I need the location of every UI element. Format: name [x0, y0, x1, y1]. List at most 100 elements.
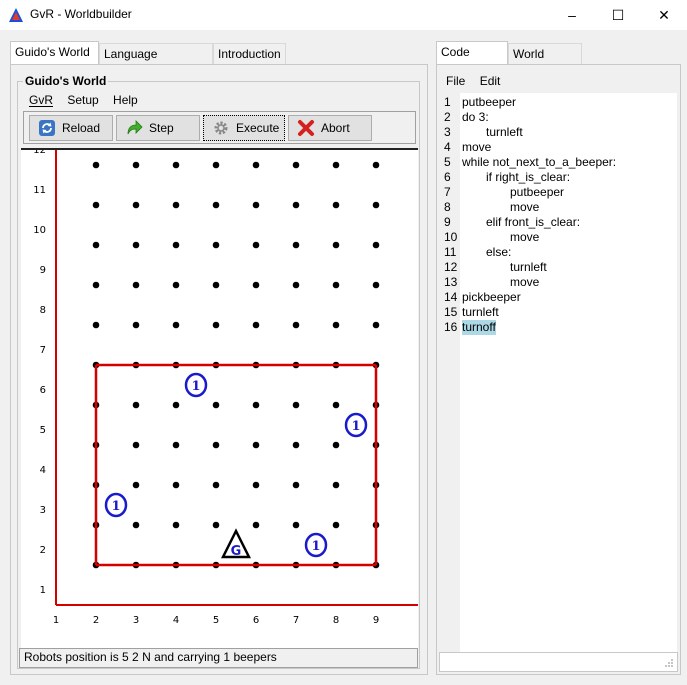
- grid-dot: [292, 201, 300, 209]
- minimize-button[interactable]: –: [568, 7, 576, 23]
- step-button[interactable]: Step: [116, 115, 200, 141]
- y-axis-label: 5: [40, 425, 46, 436]
- menu-file[interactable]: File: [446, 74, 466, 88]
- grid-dot: [132, 401, 140, 409]
- grid-dot: [332, 161, 340, 169]
- menu-gvr[interactable]: GvR: [29, 93, 53, 107]
- abort-x-icon: [298, 120, 314, 136]
- code-editor-area[interactable]: 1 putbeeper 2 do 3: 3 turnleft 4 move 5 while not…: [440, 93, 677, 652]
- y-axis-label: 7: [40, 345, 46, 356]
- tab-code-editor[interactable]: Code editor: [436, 41, 508, 80]
- grid-dot: [252, 481, 260, 489]
- x-axis-label: 7: [293, 615, 299, 626]
- grid-dot: [212, 201, 220, 209]
- x-axis-label: 3: [133, 615, 139, 626]
- code-text: move: [510, 275, 540, 289]
- grid-dot: [132, 201, 140, 209]
- abort-button[interactable]: Abort: [288, 115, 372, 141]
- grid-dot: [252, 401, 260, 409]
- code-line: 13 move: [440, 275, 677, 290]
- y-axis-label: 3: [40, 505, 46, 516]
- grid-dot: [252, 441, 260, 449]
- beeper-marker: [304, 532, 328, 558]
- grid-dot: [132, 281, 140, 289]
- robot-label: G: [231, 544, 242, 559]
- y-axis-label: 6: [40, 385, 46, 396]
- step-arrow-icon: [127, 120, 143, 135]
- grid-dot: [172, 521, 180, 529]
- line-number: 8: [444, 200, 451, 214]
- y-axis-label: 2: [40, 545, 46, 556]
- grid-dot: [252, 521, 260, 529]
- y-axis-label: 9: [40, 265, 46, 276]
- line-number: 15: [444, 305, 458, 319]
- grid-dot: [172, 321, 180, 329]
- line-number: 6: [444, 170, 451, 184]
- grid-dot: [332, 281, 340, 289]
- grid-dot: [212, 321, 220, 329]
- grid-dot: [292, 241, 300, 249]
- y-axis-label: 11: [33, 185, 46, 196]
- grid-dot: [332, 241, 340, 249]
- execute-button[interactable]: Execute: [203, 115, 285, 141]
- reload-icon: [39, 120, 55, 136]
- maximize-button[interactable]: ☐: [611, 7, 625, 23]
- x-axis-label: 6: [253, 615, 259, 626]
- code-line: 6 if right_is_clear:: [440, 170, 677, 185]
- code-line: 3 turnleft: [440, 125, 677, 140]
- code-text: elif front_is_clear:: [486, 215, 581, 229]
- grid-dot: [132, 321, 140, 329]
- window-title: GvR - Worldbuilder: [30, 7, 132, 21]
- code-line: 9 elif front_is_clear:: [440, 215, 677, 230]
- code-line: 12 turnleft: [440, 260, 677, 275]
- menu-help-label: Help: [113, 93, 138, 107]
- world-menu-bar: GvR Setup Help: [29, 93, 149, 107]
- reload-button[interactable]: Reload: [29, 115, 113, 141]
- menu-setup[interactable]: Setup: [67, 93, 98, 107]
- line-number: 13: [444, 275, 458, 289]
- grid-dot: [212, 521, 220, 529]
- beeper-count: 1: [191, 379, 200, 394]
- x-axis-label: 8: [333, 615, 339, 626]
- y-axis-label: 8: [40, 305, 46, 316]
- close-button[interactable]: ✕: [658, 7, 670, 23]
- beeper-marker: [104, 492, 128, 518]
- grid-dot: [332, 201, 340, 209]
- grid-dot: [132, 481, 140, 489]
- execute-label: Execute: [236, 121, 280, 135]
- gear-icon: [214, 121, 228, 135]
- grid-dot: [212, 441, 220, 449]
- beeper-marker: [184, 372, 208, 398]
- reload-label: Reload: [62, 121, 101, 135]
- grid-dot: [252, 201, 260, 209]
- robot-guido-icon: [220, 528, 252, 559]
- tab-language-reference[interactable]: Language reference: [99, 43, 213, 82]
- grid-dot: [372, 321, 380, 329]
- y-axis-label: 4: [40, 465, 46, 476]
- grid-dot: [292, 281, 300, 289]
- grid-dot: [372, 281, 380, 289]
- tab-introduction[interactable]: Introduction: [213, 43, 286, 64]
- code-text: turnoff: [462, 320, 496, 335]
- grid-dot: [332, 521, 340, 529]
- menu-help[interactable]: Help: [113, 93, 138, 107]
- grid-dot: [212, 241, 220, 249]
- tab-guidos-world[interactable]: Guido's World: [10, 41, 99, 64]
- grid-dot: [212, 401, 220, 409]
- grid-dot: [172, 281, 180, 289]
- group-title: Guido's World: [23, 74, 109, 88]
- line-number: 3: [444, 125, 451, 139]
- grid-dot: [372, 201, 380, 209]
- tab-world-editor[interactable]: World editor: [508, 43, 582, 82]
- menu-edit[interactable]: Edit: [479, 74, 501, 88]
- grid-dot: [332, 481, 340, 489]
- status-bar: Robots position is 5 2 N and carrying 1 …: [19, 648, 418, 668]
- grid-dot: [92, 241, 100, 249]
- x-axis-label: 5: [213, 615, 219, 626]
- code-line: 1 putbeeper: [440, 95, 677, 110]
- grid-dot: [252, 161, 260, 169]
- world-canvas-container: 1 2 3 4 5 6 7 8 9 1 2 3 4 5 6 7 8 9 10 11 12 1 1 1 1 G: [21, 148, 418, 649]
- line-number: 5: [444, 155, 451, 169]
- resize-grip-icon[interactable]: [664, 658, 674, 668]
